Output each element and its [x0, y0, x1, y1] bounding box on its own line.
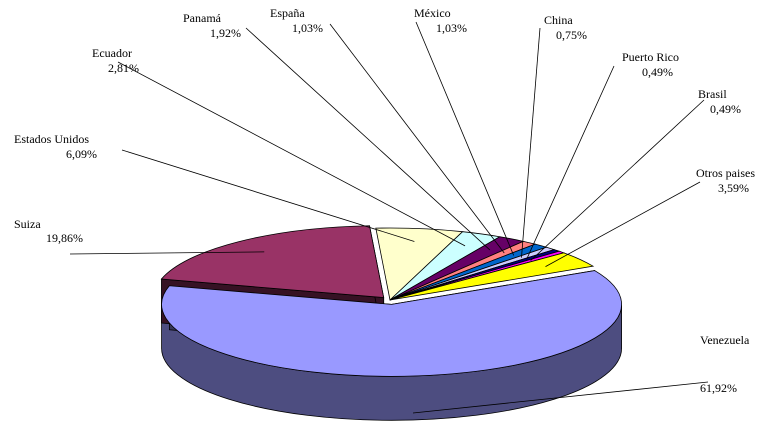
leader-line-panama — [245, 27, 491, 251]
slice-value-venezuela: 61,92% — [700, 381, 737, 395]
slice-value-estados-unidos: 6,09% — [66, 147, 97, 161]
slice-label-brasil: Brasil — [698, 87, 727, 101]
slice-value-panama: 1,92% — [210, 26, 241, 40]
slice-value-espana: 1,03% — [292, 21, 323, 35]
slice-label-estados-unidos: Estados Unidos — [14, 132, 89, 146]
slice-value-china: 0,75% — [556, 28, 587, 42]
slice-value-otros-paises: 3,59% — [718, 181, 749, 195]
leader-line-china — [521, 27, 541, 258]
slice-label-otros-paises: Otros paises — [696, 166, 755, 180]
slice-value-brasil: 0,49% — [710, 102, 741, 116]
pie-slices — [160, 225, 622, 377]
slice-label-venezuela: Venezuela — [700, 333, 750, 347]
slice-value-puerto-rico: 0,49% — [642, 65, 673, 79]
slice-label-ecuador: Ecuador — [92, 46, 132, 60]
slice-value-suiza: 19,86% — [46, 231, 83, 245]
leader-line-venezuela — [412, 381, 709, 414]
slice-venezuela — [161, 270, 622, 377]
slice-label-mexico: México — [414, 6, 451, 20]
leader-line-puerto-rico — [526, 65, 615, 260]
slice-labels: Venezuela 61,92% Suiza 19,86% Estados Unidos… — [14, 6, 755, 395]
slice-suiza — [160, 225, 385, 299]
slice-label-suiza: Suiza — [14, 217, 41, 231]
slice-otros-paises — [389, 252, 595, 301]
leader-lines — [69, 21, 709, 414]
leader-line-otros-paises — [545, 181, 701, 267]
slice-label-puerto-rico: Puerto Rico — [622, 50, 679, 64]
leader-line-brasil — [530, 99, 705, 261]
leader-line-suiza — [69, 251, 265, 255]
slice-value-ecuador: 2,81% — [108, 61, 139, 75]
leader-line-ecuador — [117, 61, 466, 247]
leader-line-mexico — [415, 21, 515, 256]
slice-label-panama: Panamá — [183, 11, 222, 25]
slice-label-espana: España — [270, 6, 305, 20]
leader-line-espana — [329, 23, 505, 254]
slice-label-china: China — [544, 13, 573, 27]
leader-line-estados-unidos — [121, 149, 415, 242]
slice-value-mexico: 1,03% — [436, 21, 467, 35]
